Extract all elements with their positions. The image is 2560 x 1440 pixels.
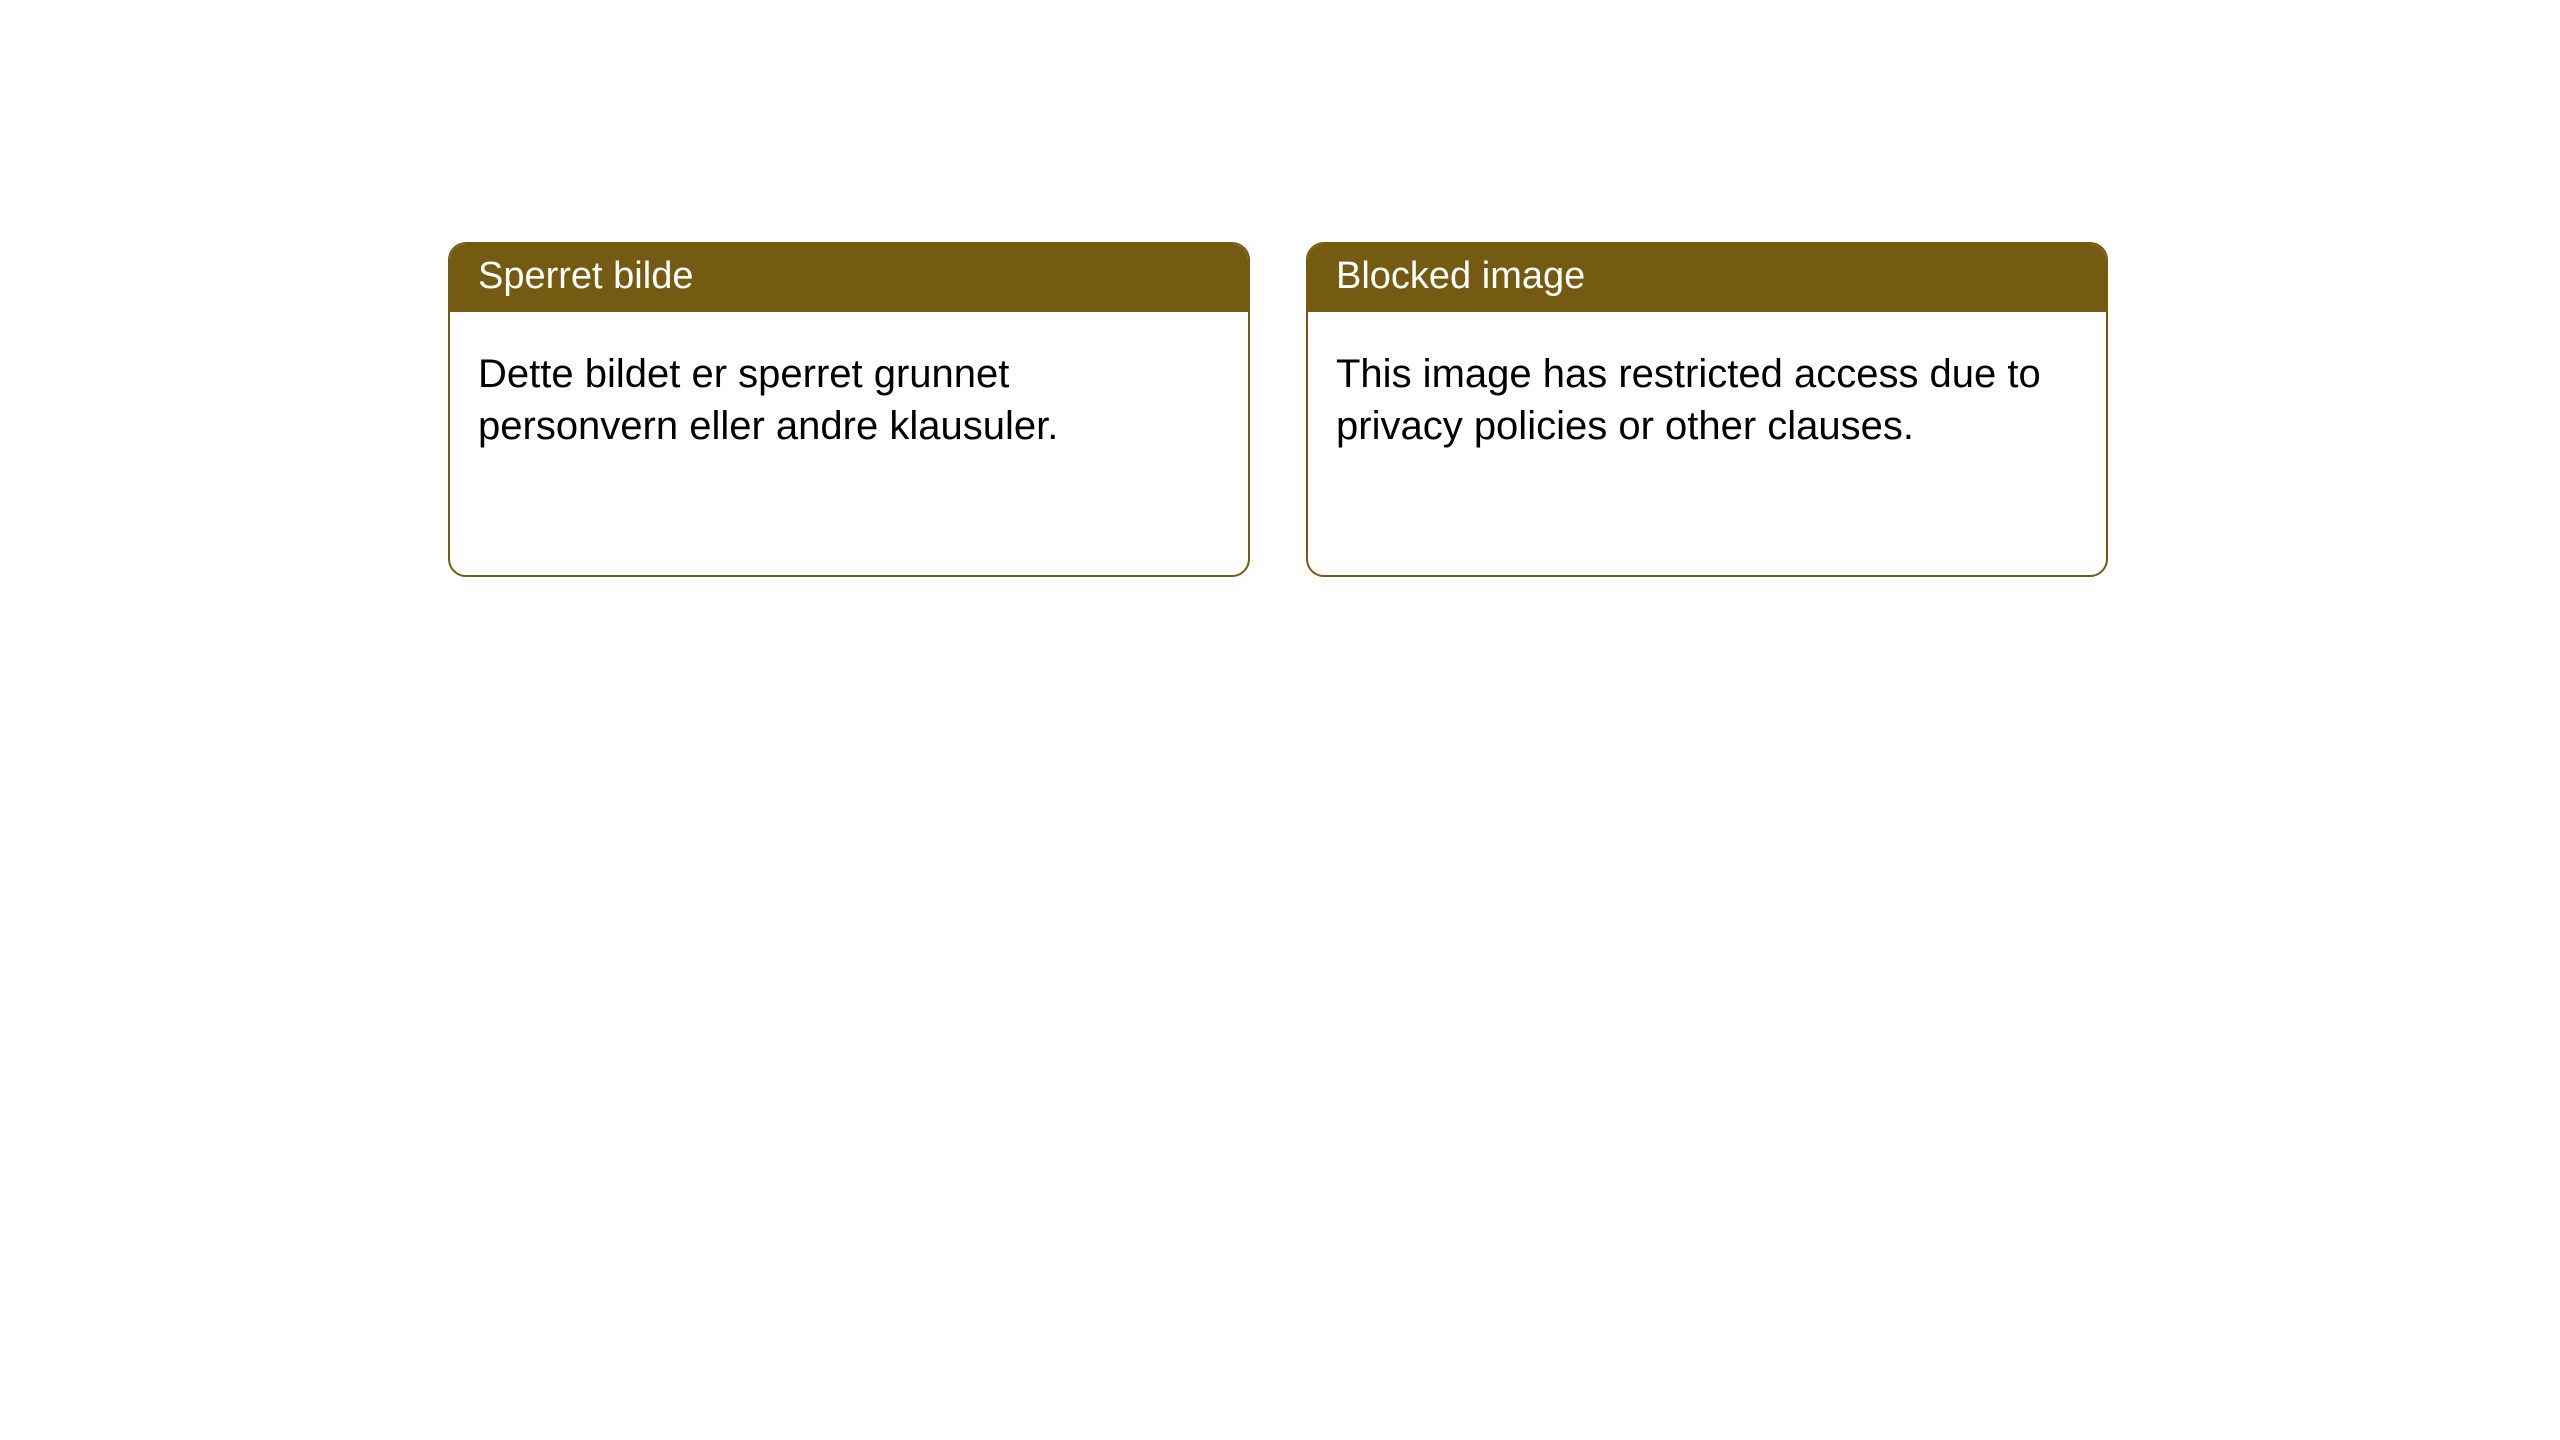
notice-card-title: Sperret bilde [450,244,1248,312]
notice-card-body: This image has restricted access due to … [1308,312,2106,480]
notice-card-english: Blocked image This image has restricted … [1306,242,2108,577]
notice-container: Sperret bilde Dette bildet er sperret gr… [448,242,2108,577]
notice-card-title: Blocked image [1308,244,2106,312]
notice-card-body: Dette bildet er sperret grunnet personve… [450,312,1248,480]
notice-card-norwegian: Sperret bilde Dette bildet er sperret gr… [448,242,1250,577]
